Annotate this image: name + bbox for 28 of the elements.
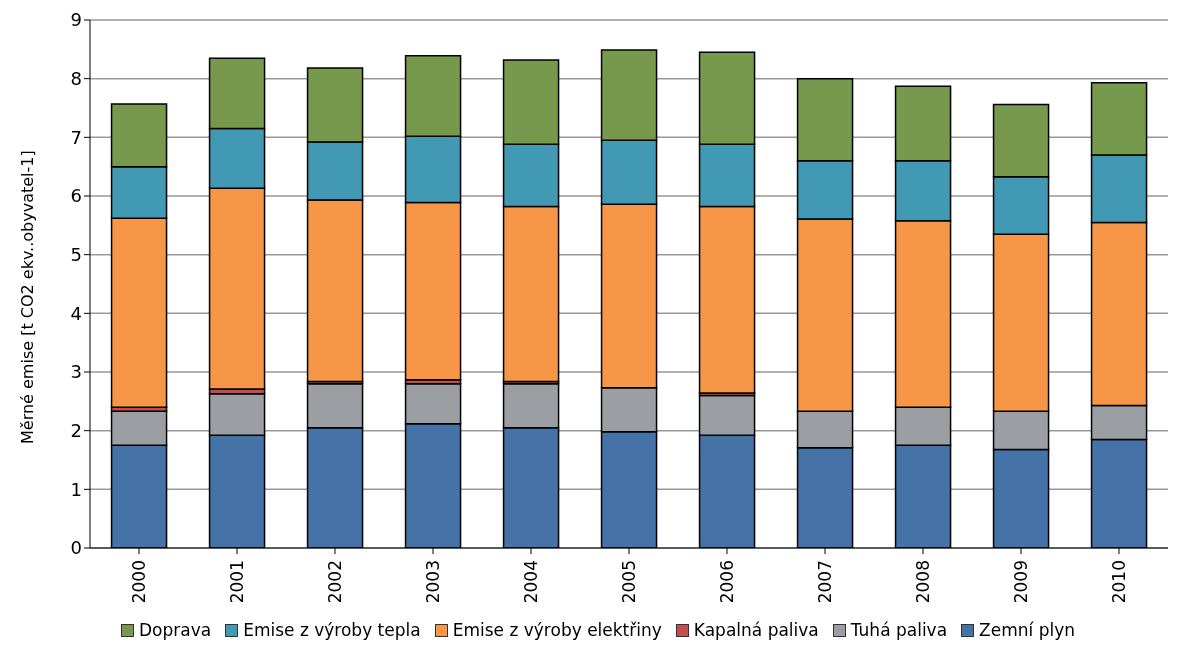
x-tick-label: 2000 bbox=[129, 560, 150, 604]
x-tick-label: 2008 bbox=[913, 560, 934, 604]
x-tick-label: 2009 bbox=[1011, 560, 1032, 604]
y-tick-label: 7 bbox=[70, 126, 82, 148]
legend-label: Tuhá paliva bbox=[849, 620, 948, 640]
x-tick-label: 2006 bbox=[717, 560, 738, 604]
x-tick-label: 2002 bbox=[325, 560, 346, 604]
x-tick-label: 2001 bbox=[227, 560, 248, 604]
x-tick-label: 2003 bbox=[423, 560, 444, 604]
y-tick-label: 3 bbox=[70, 361, 82, 383]
legend-label: Kapalná paliva bbox=[692, 620, 819, 640]
y-tick-label: 5 bbox=[70, 244, 82, 266]
y-tick-label: 9 bbox=[70, 9, 82, 31]
legend-label: Zemní plyn bbox=[978, 620, 1076, 640]
legend-label: Doprava bbox=[137, 620, 212, 640]
y-tick-label: 6 bbox=[70, 185, 82, 207]
x-tick-label: 2004 bbox=[521, 560, 542, 604]
y-tick-label: 8 bbox=[70, 68, 82, 90]
y-tick-label: 1 bbox=[70, 478, 82, 500]
y-tick-label: 2 bbox=[70, 420, 82, 442]
y-axis-title: Měrné emise [t CO2 ekv..obyvatel-1] bbox=[17, 150, 37, 444]
x-tick-label: 2010 bbox=[1109, 560, 1130, 604]
y-tick-label: 4 bbox=[70, 302, 82, 324]
legend-label: Emise z výroby elektřiny bbox=[451, 620, 662, 640]
legend-label: Emise z výroby tepla bbox=[242, 620, 421, 640]
x-tick-label: 2005 bbox=[619, 560, 640, 604]
x-tick-label: 2007 bbox=[815, 560, 836, 604]
y-tick-label: 0 bbox=[70, 537, 82, 559]
